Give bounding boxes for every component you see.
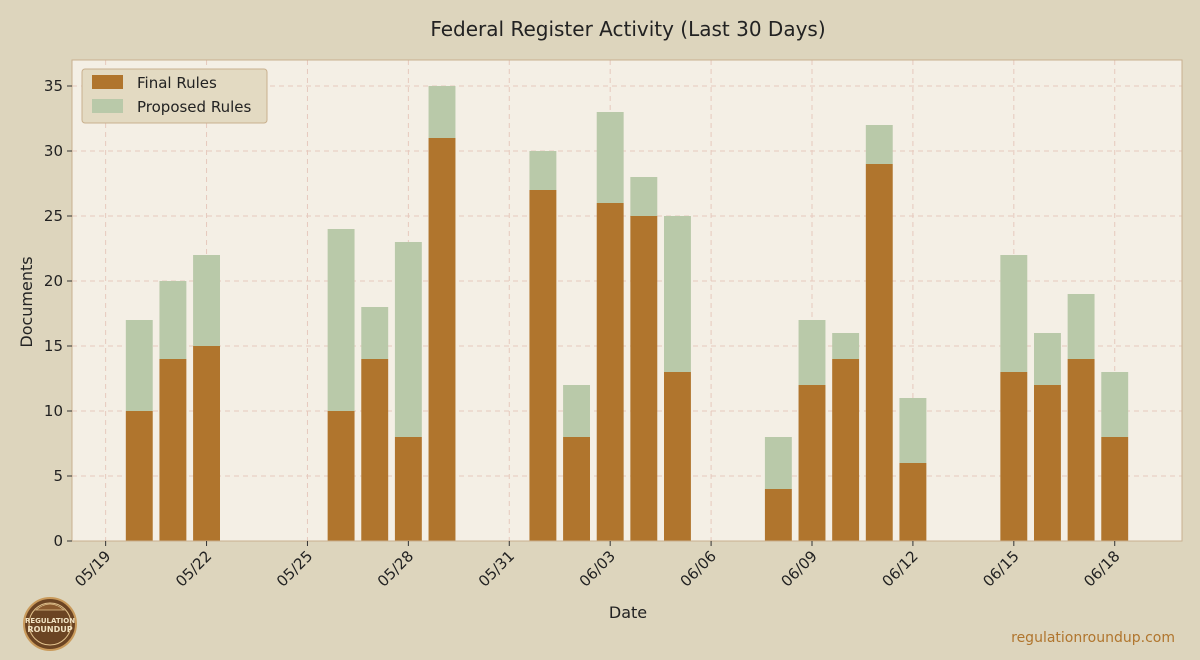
legend-swatch-final-rules — [92, 75, 123, 89]
bar-final-rules — [361, 359, 389, 541]
x-tick-label: 06/06 — [677, 547, 720, 590]
y-axis-label: Documents — [17, 256, 36, 347]
plot-area — [72, 60, 1182, 541]
bar-proposed-rules — [630, 177, 658, 216]
plot-frame — [71, 59, 1183, 542]
bar-final-rules — [327, 411, 355, 541]
y-tick-label: 25 — [44, 207, 63, 225]
bar-proposed-rules — [865, 125, 893, 164]
x-tick-label: 06/03 — [576, 547, 619, 590]
bar-proposed-rules — [899, 398, 927, 463]
bar-proposed-rules — [1067, 294, 1095, 359]
bar-proposed-rules — [361, 307, 389, 359]
bar-final-rules — [125, 411, 153, 541]
x-tick-label: 05/25 — [273, 547, 316, 590]
bar-final-rules — [832, 359, 860, 541]
bar-proposed-rules — [159, 281, 187, 359]
bar-proposed-rules — [529, 151, 557, 190]
bar-proposed-rules — [596, 112, 624, 203]
x-axis: 05/19 05/22 05/25 05/28 05/31 06/03 06/06 06/09… — [71, 541, 1124, 590]
bar-proposed-rules — [1000, 255, 1028, 372]
y-tick-label: 20 — [44, 272, 63, 290]
bar-final-rules — [159, 359, 187, 541]
bar-final-rules — [764, 489, 792, 541]
bar-proposed-rules — [394, 242, 422, 437]
bar-proposed-rules — [764, 437, 792, 489]
y-tick-label: 5 — [53, 467, 63, 485]
x-tick-label: 06/09 — [778, 547, 821, 590]
roundup-logo: REGULATION ROUNDUP — [23, 597, 77, 651]
legend-swatch-proposed-rules — [92, 99, 123, 113]
legend-box — [81, 68, 268, 124]
x-tick-label: 05/28 — [374, 547, 417, 590]
bar-final-rules — [193, 346, 220, 541]
bar-proposed-rules — [563, 385, 590, 437]
x-tick-label: 05/22 — [172, 547, 215, 590]
x-tick-label: 05/19 — [71, 547, 114, 590]
bar-final-rules — [798, 385, 826, 541]
bar-proposed-rules — [1034, 333, 1061, 385]
y-tick-label: 35 — [44, 77, 63, 95]
bar-final-rules — [563, 437, 590, 541]
legend-label-final-rules: Final Rules — [137, 74, 217, 92]
bar-proposed-rules — [832, 333, 860, 359]
bar-proposed-rules — [193, 255, 220, 346]
y-tick-label: 10 — [44, 402, 63, 420]
bar-final-rules — [1067, 359, 1095, 541]
logo-text-line1: REGULATION — [25, 617, 75, 625]
y-tick-label: 0 — [53, 532, 63, 550]
x-tick-label: 06/18 — [1080, 547, 1123, 590]
legend-label-proposed-rules: Proposed Rules — [137, 98, 251, 116]
y-tick-label: 15 — [44, 337, 63, 355]
watermark-url: regulationroundup.com — [1011, 630, 1175, 646]
bar-final-rules — [630, 216, 658, 541]
bar-proposed-rules — [327, 229, 355, 411]
bar-proposed-rules — [428, 86, 456, 138]
bar-proposed-rules — [664, 216, 691, 372]
x-tick-label: 05/31 — [475, 547, 518, 590]
bar-final-rules — [1034, 385, 1061, 541]
chart-title: Federal Register Activity (Last 30 Days) — [430, 17, 825, 41]
bar-proposed-rules — [798, 320, 826, 385]
y-tick-label: 30 — [44, 142, 63, 160]
bar-final-rules — [529, 190, 557, 541]
bar-final-rules — [394, 437, 422, 541]
x-axis-label: Date — [609, 603, 647, 622]
bar-final-rules — [664, 372, 691, 541]
logo-text-line2: ROUNDUP — [27, 625, 72, 634]
legend: Final Rules Proposed Rules — [81, 68, 268, 124]
bars — [125, 86, 1129, 541]
bar-final-rules — [1000, 372, 1028, 541]
x-tick-label: 06/12 — [878, 547, 921, 590]
y-axis: 0 5 10 15 20 25 30 35 — [44, 77, 72, 550]
bar-proposed-rules — [125, 320, 153, 411]
bar-final-rules — [899, 463, 927, 541]
bar-proposed-rules — [1101, 372, 1129, 437]
bar-final-rules — [1101, 437, 1129, 541]
x-tick-label: 06/15 — [979, 547, 1022, 590]
bar-final-rules — [865, 164, 893, 541]
bar-final-rules — [428, 138, 456, 541]
bar-final-rules — [596, 203, 624, 541]
